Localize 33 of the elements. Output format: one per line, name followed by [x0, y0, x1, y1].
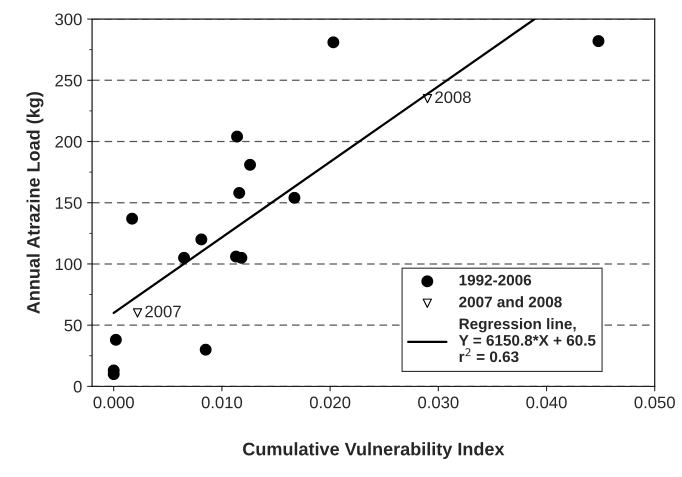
point [288, 192, 300, 204]
point [592, 35, 604, 48]
y-axis-title: Annual Atrazine Load (kg) [26, 92, 44, 314]
point [244, 158, 256, 171]
legend-label: 1992-2006 [460, 274, 532, 286]
y-tick-label: 150 [56, 197, 82, 209]
y-tick-label: 50 [64, 320, 82, 332]
annotation: 2008 [435, 91, 471, 104]
point [132, 308, 142, 318]
point [231, 130, 243, 143]
y-tick-label: 250 [55, 74, 82, 86]
x-tick-label: 0.050 [634, 396, 675, 408]
x-tick-label: 0.020 [310, 396, 350, 408]
y-tick-label: 200 [55, 136, 82, 148]
point [195, 234, 208, 246]
point [126, 212, 138, 225]
annotation: 2007 [145, 306, 181, 318]
x-tick-label: 0.010 [202, 396, 242, 408]
y-tick-label: 300 [55, 13, 82, 26]
x-tick-label: 0.040 [526, 396, 567, 408]
point [178, 252, 190, 264]
point [200, 344, 212, 356]
x-tick-label: 0.030 [418, 396, 459, 408]
y-tick-label: 0 [74, 380, 82, 393]
x-axis-title: Cumulative Vulnerability Index [243, 442, 504, 460]
x-tick-label: 0.000 [94, 396, 134, 408]
legend-label: 2007 and 2008 [459, 296, 562, 308]
y-tick-label: 100 [56, 258, 82, 270]
point [233, 186, 246, 199]
legend-label: Regression line, Y = 6150.8*X + 60.5 r$^{2}$ = 0.63 [458, 318, 596, 362]
point [422, 94, 432, 104]
point [110, 334, 122, 346]
point [327, 36, 340, 48]
